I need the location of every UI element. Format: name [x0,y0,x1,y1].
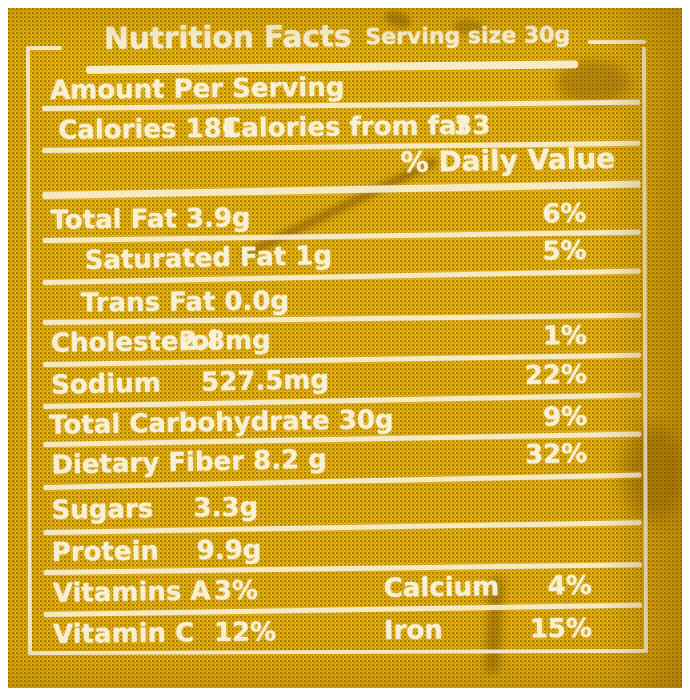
row-daily-value: 5% [542,235,587,267]
row-daily-value: 9% [542,401,588,433]
row-amount: 2.8mg [178,325,271,357]
row-amount: 3.3g [193,492,259,524]
top-border-segment-left [25,45,62,51]
calories-from-fat-value: 33 [454,110,491,142]
daily-value-header: % Daily Value [400,141,616,179]
vitamin-row-c-iron: Vitamin C 12% Iron 15% [32,610,644,653]
label-title-row: Nutrition Facts Serving size 30g [104,17,571,57]
label-title: Nutrition Facts [103,19,352,57]
row-label: Sodium [50,368,162,401]
mineral-value: 4% [547,570,593,602]
row-amount: 527.5mg [200,365,330,398]
row-label: Sugars [51,494,154,526]
calories-from-fat-label: Calories from fat [222,111,470,144]
mineral-value: 15% [529,613,593,645]
row-daily-value: 22% [524,359,588,392]
mineral-label: Iron [383,615,444,647]
row-label: Saturated Fat 1g [84,241,333,276]
package-photo: Nutrition Facts Serving size 30g Amount P… [8,8,682,688]
row-label: Trans Fat 0.0g [80,286,290,319]
row-label: Total Fat 3.9g [50,203,251,236]
vitamin-label: Vitamins A [52,576,211,609]
nutrition-facts-label: Nutrition Facts Serving size 30g Amount P… [25,19,649,656]
row-label: Total Carbohydrate 30g [49,405,394,441]
calories-label: Calories 181 [58,113,240,146]
vitamin-value: 12% [213,617,277,649]
row-daily-value: 6% [542,198,587,230]
amount-per-serving-label: Amount Per Serving [49,72,345,106]
vitamin-label: Vitamin C [52,618,195,650]
mineral-label: Calcium [383,572,500,604]
vitamin-value: 3% [213,575,259,607]
row-label: Protein [51,536,160,568]
row-daily-value: 32% [524,438,588,471]
row-label: Dietary Fiber 8.2 g [51,444,328,481]
row-amount: 9.9g [196,535,262,567]
serving-size-text: Serving size 30g [365,22,571,51]
row-daily-value: 1% [542,320,588,352]
top-border-segment-right [587,39,646,45]
